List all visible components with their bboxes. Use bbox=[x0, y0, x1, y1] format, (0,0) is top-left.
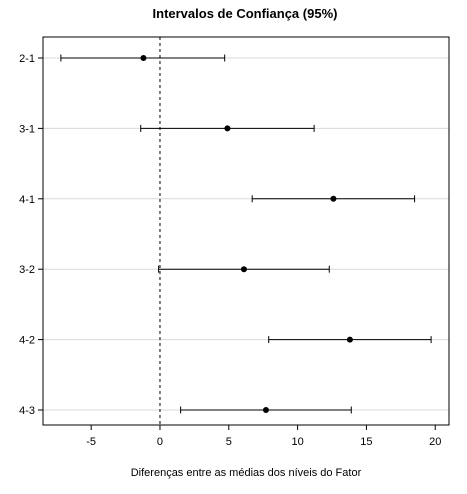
y-tick-label: 4-2 bbox=[19, 335, 35, 347]
x-tick-label: 20 bbox=[429, 436, 441, 448]
y-axis: 2-1 3-1 4-1 3-2 4-2 4-3 bbox=[19, 53, 43, 417]
x-tick-label: 10 bbox=[291, 436, 303, 448]
x-axis: -5 0 5 10 15 20 bbox=[86, 425, 441, 448]
plot-frame bbox=[43, 37, 449, 425]
y-tick-label: 4-3 bbox=[19, 405, 35, 417]
x-tick-label: -5 bbox=[86, 436, 96, 448]
estimate-point bbox=[241, 266, 247, 272]
x-tick-label: 15 bbox=[360, 436, 372, 448]
chart-title: Intervalos de Confiança (95%) bbox=[153, 6, 338, 21]
grid-lines bbox=[43, 58, 449, 410]
estimate-point bbox=[224, 125, 230, 131]
interval-marks bbox=[61, 55, 431, 414]
y-tick-label: 4-1 bbox=[19, 194, 35, 206]
x-axis-label: Diferenças entre as médias dos níveis do… bbox=[131, 467, 362, 479]
y-tick-label: 2-1 bbox=[19, 53, 35, 65]
y-tick-label: 3-2 bbox=[19, 264, 35, 276]
estimate-point bbox=[347, 337, 353, 343]
estimate-point bbox=[263, 407, 269, 413]
x-tick-label: 5 bbox=[226, 436, 232, 448]
estimate-point bbox=[330, 196, 336, 202]
y-tick-label: 3-1 bbox=[19, 123, 35, 135]
x-tick-label: 0 bbox=[157, 436, 163, 448]
estimate-point bbox=[140, 55, 146, 61]
